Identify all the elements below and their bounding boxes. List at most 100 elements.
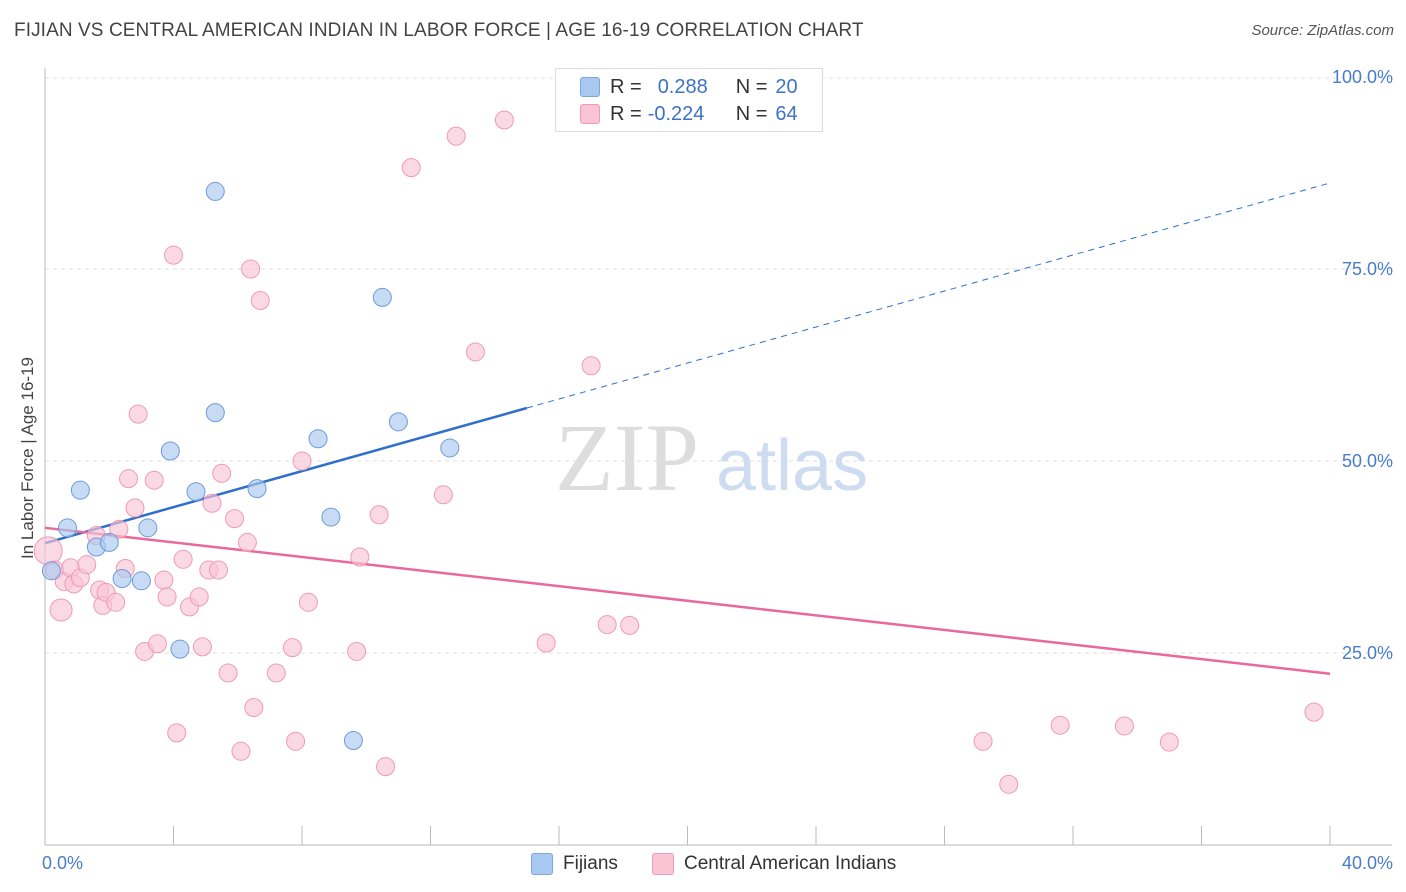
point-central xyxy=(1114,716,1134,736)
point-central xyxy=(999,774,1019,794)
point-central xyxy=(157,587,177,607)
point-central xyxy=(266,663,286,683)
point-central xyxy=(376,757,396,777)
legend-n-value: 64 xyxy=(775,102,798,125)
source-label: Source: ZipAtlas.com xyxy=(1251,22,1394,39)
y-tick-label: 25.0% xyxy=(1342,643,1393,663)
watermark-zip: ZIP xyxy=(555,404,699,511)
point-central xyxy=(241,259,261,279)
point-central xyxy=(128,404,148,424)
tick-labels: 25.0% 50.0% 75.0% 100.0% 0.0% 40.0% xyxy=(42,67,1393,873)
point-central xyxy=(536,633,556,653)
point-central xyxy=(125,498,145,518)
legend-swatch-fijians xyxy=(580,77,600,97)
point-central xyxy=(33,536,63,566)
data-points xyxy=(33,110,1324,794)
point-central xyxy=(282,638,302,658)
watermark: ZIP atlas xyxy=(555,404,868,511)
legend-n-label: N = xyxy=(735,75,768,98)
point-central xyxy=(225,509,245,529)
trend-line-fijians-extension xyxy=(526,182,1331,409)
point-central xyxy=(106,592,126,612)
point-central xyxy=(144,470,164,490)
point-central xyxy=(218,663,238,683)
point-central xyxy=(167,723,187,743)
bottom-swatch-central xyxy=(652,853,674,875)
legend-r-value: -0.224 xyxy=(647,102,705,125)
point-central xyxy=(173,549,193,569)
chart-title: FIJIAN VS CENTRAL AMERICAN INDIAN IN LAB… xyxy=(14,20,864,41)
point-fijian xyxy=(112,569,132,589)
point-fijian xyxy=(70,480,90,500)
point-central xyxy=(581,356,601,376)
point-central xyxy=(494,110,514,130)
point-central xyxy=(401,158,421,178)
y-tick-label: 50.0% xyxy=(1342,451,1393,471)
point-fijian xyxy=(372,287,392,307)
point-central xyxy=(208,560,228,580)
point-fijian xyxy=(131,571,151,591)
legend-n-label: N = xyxy=(735,102,768,125)
point-fijian xyxy=(138,518,158,538)
bottom-label-fijians: Fijians xyxy=(563,853,618,874)
x-tick-label: 0.0% xyxy=(42,853,83,873)
point-central xyxy=(465,342,485,362)
point-central xyxy=(292,451,312,471)
point-central xyxy=(433,485,453,505)
point-fijian xyxy=(160,441,180,461)
point-central xyxy=(250,290,270,310)
point-central xyxy=(147,634,167,654)
point-central xyxy=(109,519,129,539)
point-fijian xyxy=(343,731,363,751)
point-central xyxy=(189,587,209,607)
point-central xyxy=(49,598,73,622)
point-central xyxy=(446,126,466,146)
point-central xyxy=(212,463,232,483)
trend-line-fijians xyxy=(44,406,528,545)
point-fijian xyxy=(57,518,77,538)
trend-line-central xyxy=(44,526,1331,675)
bottom-label-central: Central American Indians xyxy=(684,853,897,874)
point-fijian xyxy=(99,532,119,552)
point-central xyxy=(1304,702,1324,722)
point-central xyxy=(237,532,257,552)
point-central xyxy=(620,615,640,635)
y-tick-label: 100.0% xyxy=(1332,67,1393,87)
point-fijian xyxy=(170,639,190,659)
point-fijian xyxy=(308,429,328,449)
point-central xyxy=(1050,715,1070,735)
stats-legend: R = 0.288 N = 20 R = -0.224 N = 64 xyxy=(555,68,823,132)
point-central xyxy=(77,555,97,575)
x-tick-label: 40.0% xyxy=(1342,853,1393,873)
legend-n-value: 20 xyxy=(775,75,798,98)
bottom-legend-fijians: Fijians xyxy=(531,851,618,877)
point-central xyxy=(164,245,183,265)
point-central xyxy=(192,637,212,657)
point-central xyxy=(119,469,139,489)
legend-r-value: 0.288 xyxy=(657,75,708,98)
point-central xyxy=(231,741,251,761)
y-tick-label: 75.0% xyxy=(1342,259,1393,279)
point-central xyxy=(347,641,367,661)
point-fijian xyxy=(186,482,206,502)
point-fijian xyxy=(41,561,61,581)
point-central xyxy=(286,731,306,751)
point-central xyxy=(154,570,174,590)
point-central xyxy=(298,592,318,612)
bottom-legend-central: Central American Indians xyxy=(652,851,896,877)
y-axis-label: In Labor Force | Age 16-19 xyxy=(18,357,37,559)
legend-row-fijians: R = 0.288 N = 20 xyxy=(580,75,798,99)
axes xyxy=(44,68,1392,846)
point-central xyxy=(244,698,264,718)
grid-lines xyxy=(45,77,1392,654)
point-central xyxy=(973,731,993,751)
legend-swatch-central xyxy=(580,104,600,124)
point-fijian xyxy=(247,479,267,499)
point-fijian xyxy=(440,438,460,458)
point-central xyxy=(369,505,389,525)
point-fijian xyxy=(321,507,341,527)
legend-row-central: R = -0.224 N = 64 xyxy=(580,102,798,126)
legend-r-label: R = xyxy=(610,75,642,98)
bottom-swatch-fijians xyxy=(531,853,553,875)
point-fijian xyxy=(388,412,408,432)
